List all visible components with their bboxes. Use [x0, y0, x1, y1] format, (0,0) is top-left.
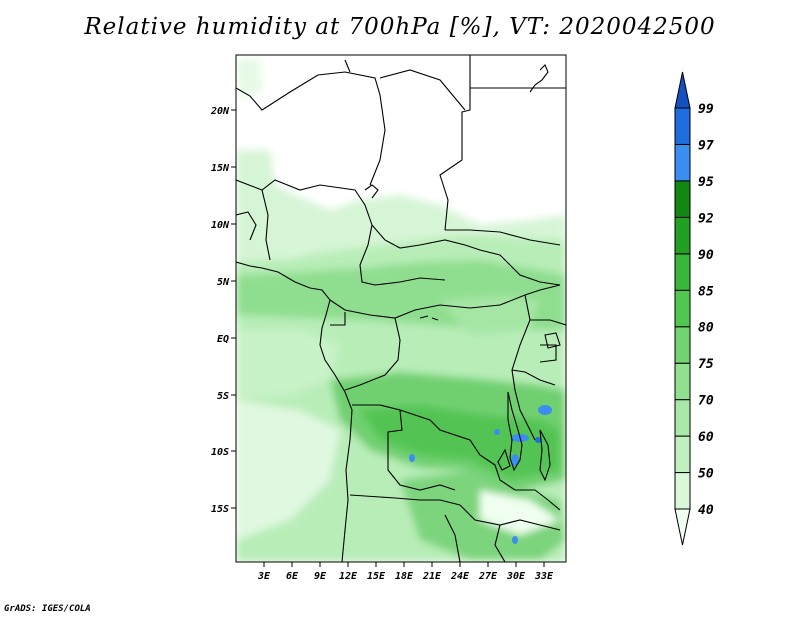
colorbar-segment [674, 399, 691, 437]
lat-label: 15N [211, 163, 230, 174]
colorbar-label: 90 [698, 248, 714, 263]
colorbar-label: 80 [698, 321, 714, 336]
lon-label: 27E [478, 571, 498, 582]
colorbar-segment [674, 71, 691, 109]
colorbar-segment [674, 326, 691, 364]
colorbar-segment [674, 107, 691, 145]
lat-label: EQ [217, 334, 229, 345]
colorbar-label: 40 [698, 503, 714, 518]
humidity-field [236, 55, 566, 562]
colorbar-segment [674, 253, 691, 291]
lon-label: 33E [534, 571, 554, 582]
lat-label: 5S [217, 391, 229, 402]
map-title: Relative humidity at 700hPa [%], VT: 202… [84, 14, 716, 40]
lon-label: 18E [395, 571, 414, 582]
lon-label: 3E [257, 571, 271, 582]
colorbar-segment [674, 508, 691, 546]
map-frame [235, 54, 567, 563]
colorbar-segment [674, 180, 691, 218]
colorbar-label: 97 [698, 138, 714, 153]
colorbar-segment [674, 435, 691, 474]
lon-label: 21E [422, 571, 442, 582]
saturation-patches [409, 405, 552, 544]
grads-credit: GrADS: IGES/COLA [4, 604, 91, 614]
lon-label: 30E [506, 571, 526, 582]
longitude-axis [263, 562, 545, 567]
colorbar-segment [674, 289, 691, 328]
lon-label: 24E [450, 571, 470, 582]
lat-label: 10S [211, 447, 229, 458]
colorbar-segment [674, 143, 691, 182]
lon-label: 12E [339, 571, 358, 582]
colorbar-segment [674, 472, 691, 510]
colorbar-label: 99 [698, 102, 714, 117]
colorbar-label: 60 [698, 430, 714, 445]
latitude-axis [231, 109, 236, 509]
lat-label: 10N [211, 220, 230, 231]
colorbar-label: 92 [698, 211, 714, 226]
colorbar-label: 75 [698, 357, 714, 372]
lat-label: 20N [210, 106, 230, 117]
colorbar-segment [674, 362, 691, 401]
colorbar-label: 85 [698, 284, 714, 299]
latitude-labels: 20N 15N 10N 5N EQ 5S 10S 15S [210, 106, 230, 515]
colorbar-segment [674, 216, 691, 255]
colorbar-label: 50 [698, 467, 714, 482]
colorbar-label: 95 [698, 175, 714, 190]
colorbar: 40 50 60 70 75 80 85 90 92 95 97 99 [674, 71, 714, 546]
longitude-labels: 3E 6E 9E 12E 15E 18E 21E 24E 27E 30E 33E [257, 571, 554, 582]
lat-label: 5N [217, 277, 230, 288]
map-boundaries [236, 55, 566, 562]
lon-label: 15E [367, 571, 386, 582]
lon-label: 9E [314, 571, 327, 582]
lat-label: 15S [211, 504, 229, 515]
lon-label: 6E [286, 571, 299, 582]
colorbar-label: 70 [698, 394, 714, 409]
